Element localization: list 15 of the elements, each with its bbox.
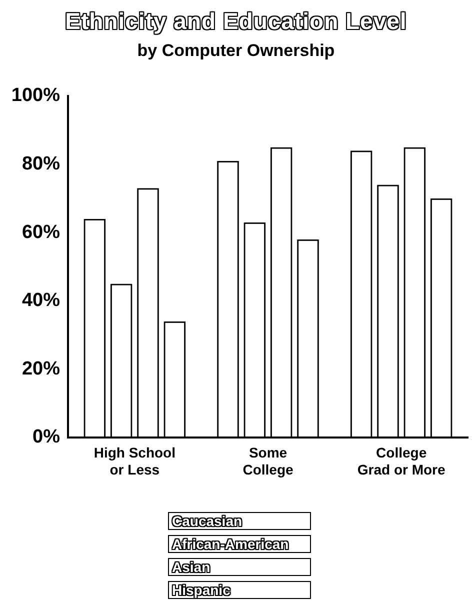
x-tick-label: College Grad or More	[357, 444, 446, 478]
x-tick-label: Some College	[242, 444, 294, 478]
y-tick-label: 80%	[22, 154, 60, 175]
y-tick-label: 100%	[11, 85, 60, 106]
x-tick-label: High School or Less	[94, 444, 176, 478]
text: Asian	[168, 558, 311, 576]
y-tick-label: 60%	[22, 222, 60, 243]
chart-title: Ethnicity and Education Level	[64, 8, 408, 35]
y-tick-label: 20%	[22, 358, 60, 380]
text: African-American	[168, 535, 311, 553]
text: Caucasian	[168, 512, 311, 530]
y-tick-label: 40%	[22, 290, 60, 312]
chart-subtitle: by Computer Ownership	[136, 41, 336, 61]
y-tick-label: 0%	[32, 426, 60, 448]
text: Hispanic	[168, 581, 311, 599]
